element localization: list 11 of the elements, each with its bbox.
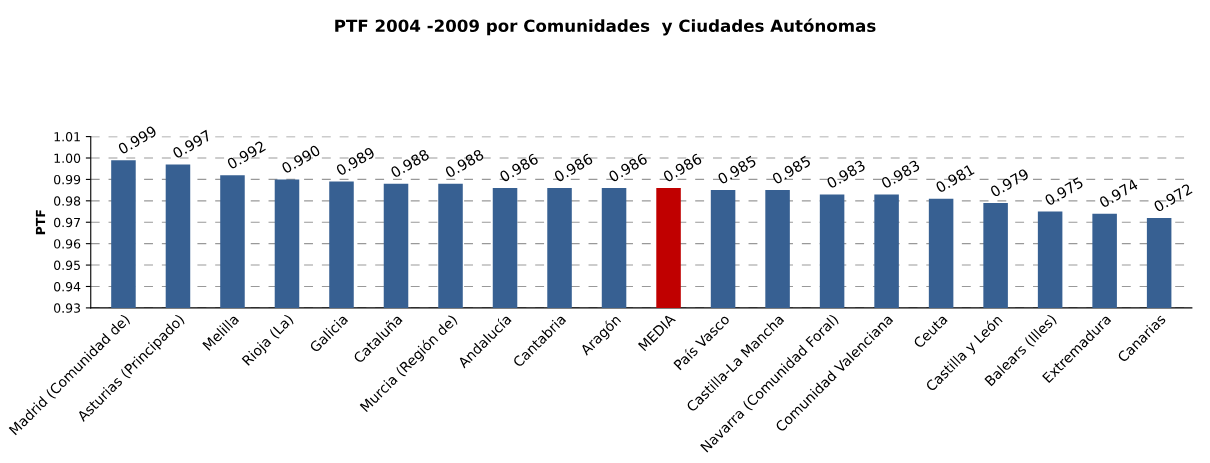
y-tick-label: 0.97: [54, 217, 80, 228]
y-tick-label: 0.95: [54, 260, 80, 270]
y-tick-label: 0.96: [54, 239, 81, 249]
chart-title: PTF 2004 -2009 por Comunidades y Ciudades Autónomas: [335, 18, 876, 36]
y-tick-label: 0.93: [54, 303, 81, 313]
y-tick-label: 0.94: [54, 281, 81, 292]
y-axis-title: PTF: [35, 210, 46, 235]
y-tick-label: 0.99: [54, 174, 81, 185]
y-tick-label: 1.01: [54, 132, 80, 142]
y-tick-label: 0.98: [54, 196, 81, 206]
y-tick-label: 1.00: [54, 153, 81, 163]
